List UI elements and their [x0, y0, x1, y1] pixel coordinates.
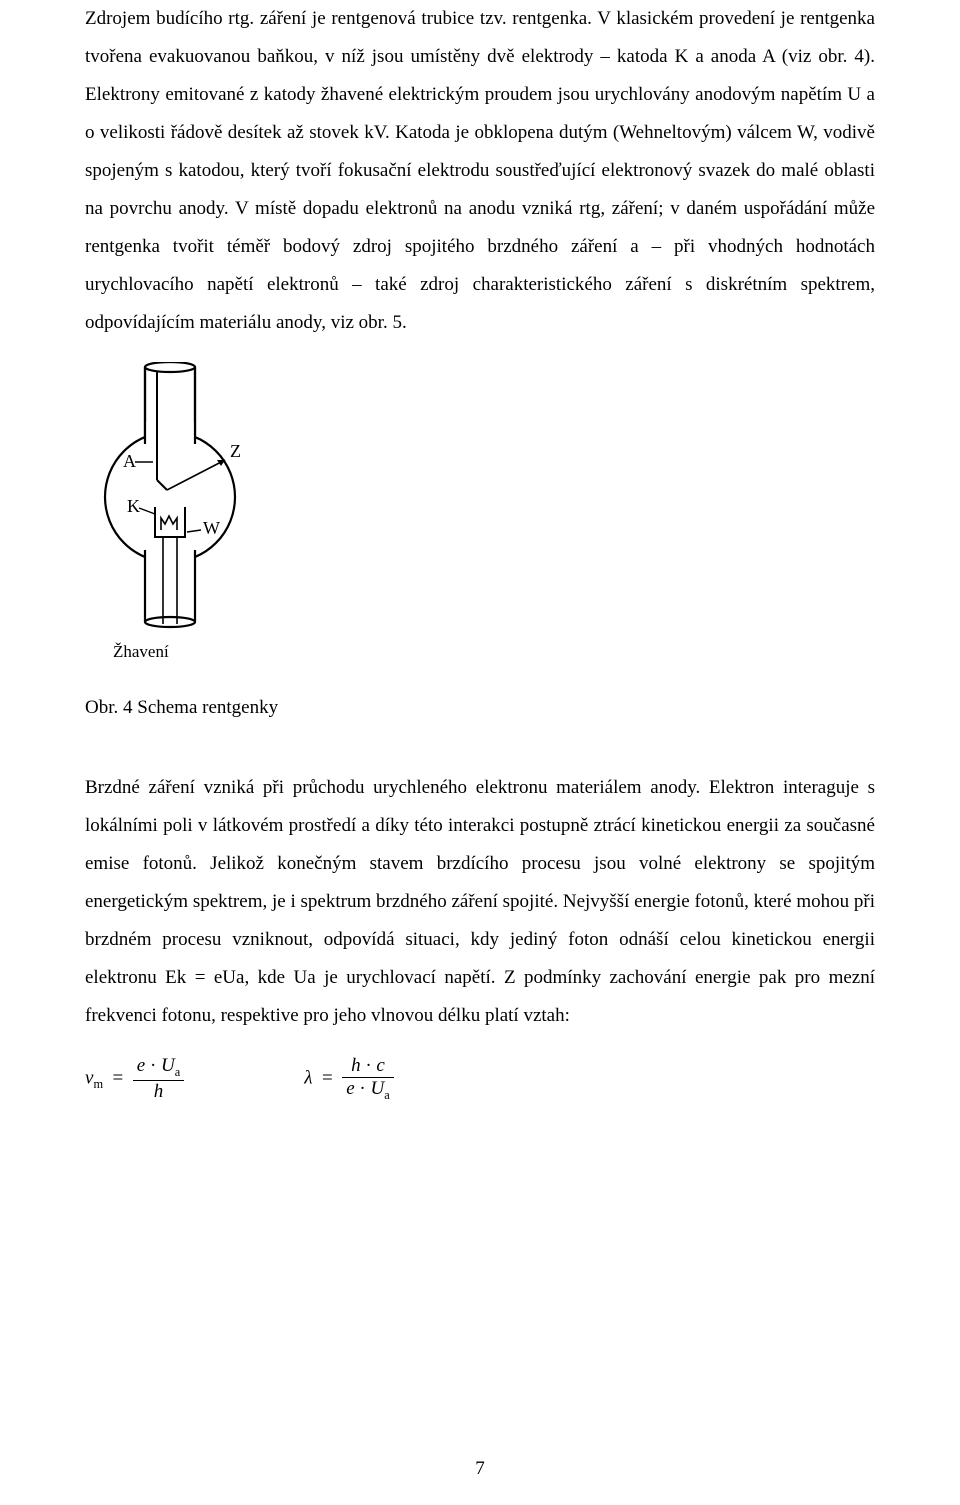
figure-rentgenka: A Z K W Žhavení: [85, 362, 875, 667]
figure-bottom-label: Žhavení: [113, 642, 169, 661]
formula-row: νm = e · Ua h λ = h · c e · Ua: [85, 1055, 875, 1103]
label-K: K: [127, 496, 140, 516]
rentgenka-diagram: A Z K W Žhavení: [85, 362, 255, 662]
label-W: W: [203, 518, 220, 538]
figure-caption: Obr. 4 Schema rentgenky: [85, 697, 875, 719]
label-Z: Z: [230, 441, 241, 461]
paragraph-2: Brzdné záření vzniká při průchodu urychl…: [85, 769, 875, 1035]
formula-lambda: λ = h · c e · Ua: [304, 1055, 393, 1103]
page-number: 7: [0, 1458, 960, 1480]
page: Zdrojem budícího rtg. záření je rentgeno…: [0, 0, 960, 1505]
label-A: A: [123, 451, 136, 471]
paragraph-1: Zdrojem budícího rtg. záření je rentgeno…: [85, 0, 875, 342]
formula-nu: νm = e · Ua h: [85, 1055, 184, 1103]
